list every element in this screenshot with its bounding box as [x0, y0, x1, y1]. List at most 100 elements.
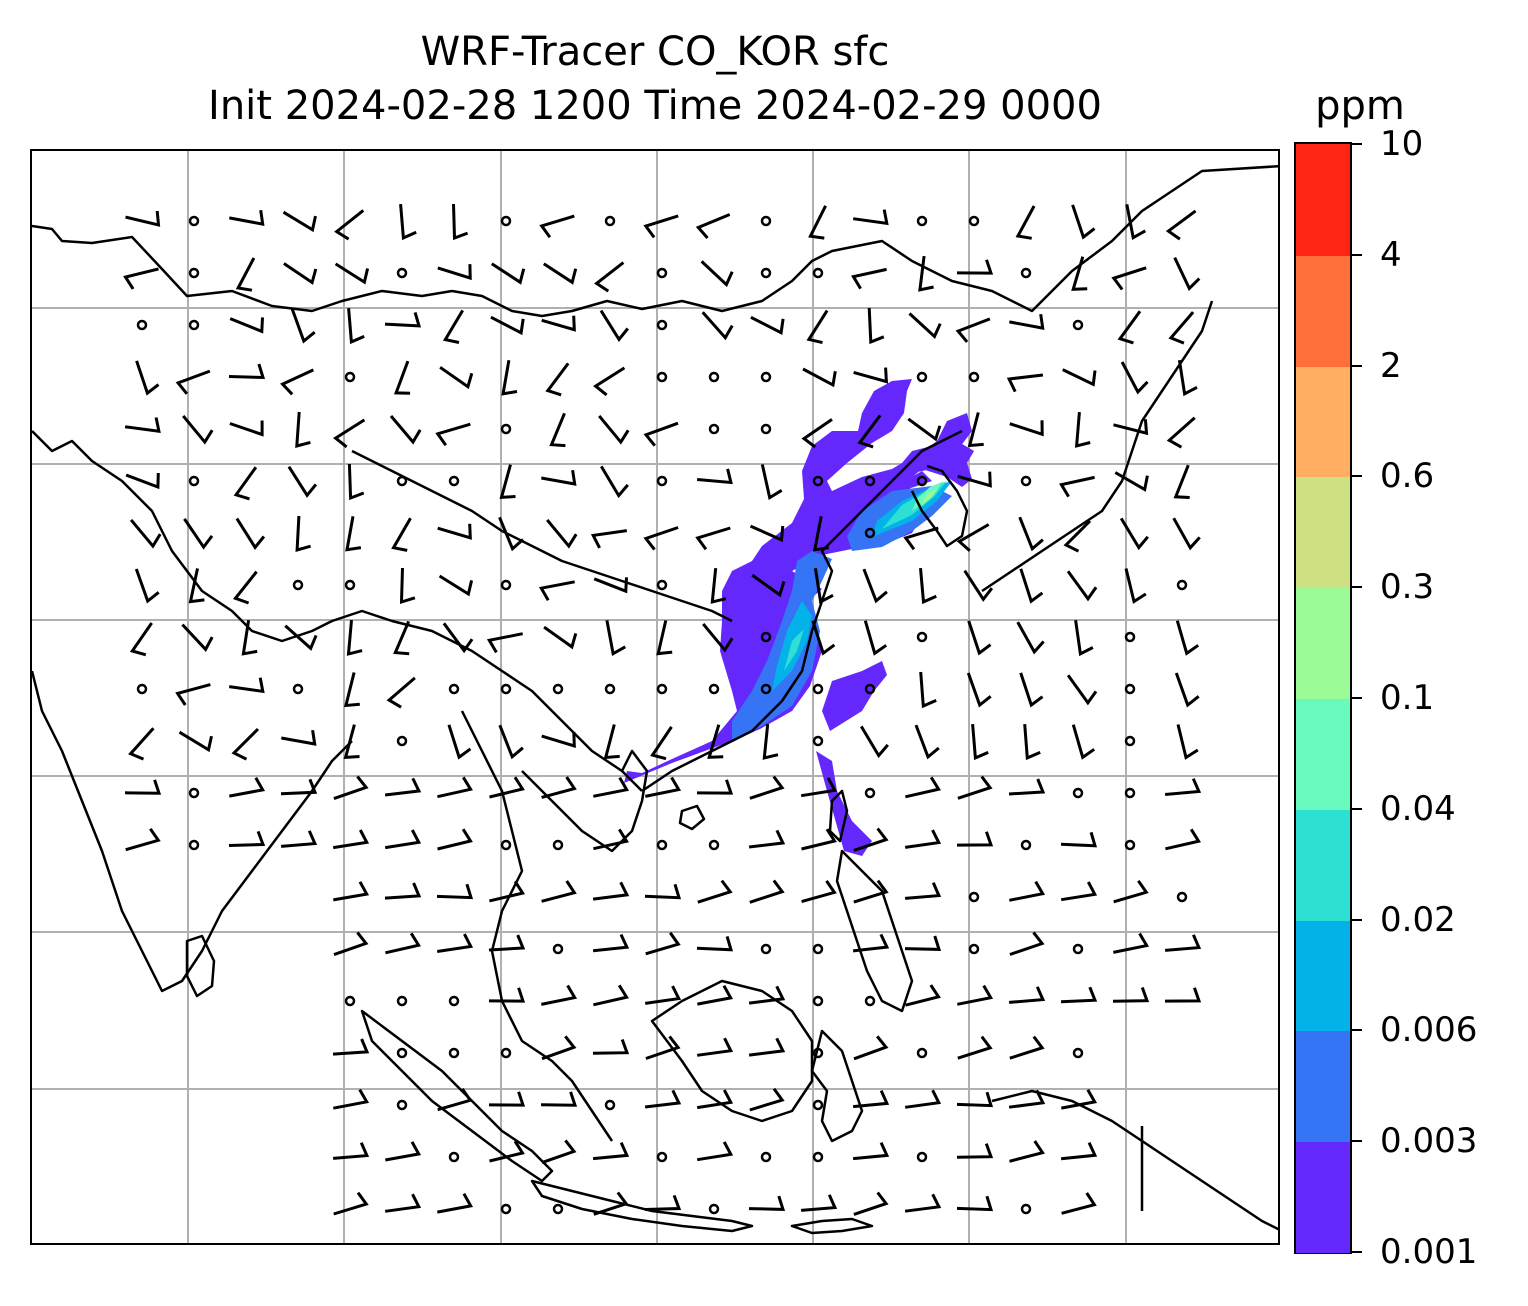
- wind-barb: [1060, 1141, 1098, 1161]
- calm-wind-marker: [968, 215, 980, 227]
- co-tracer-plume: [624, 379, 974, 856]
- calm-wind-marker: [864, 475, 876, 487]
- wind-barb: [1166, 416, 1196, 449]
- calm-wind-marker: [916, 371, 928, 383]
- wind-barb: [541, 776, 577, 799]
- wind-barb: [967, 620, 992, 656]
- wind-barb: [702, 622, 734, 653]
- wind-barb: [346, 619, 363, 656]
- colorbar-segment: [1296, 698, 1350, 810]
- wind-barb: [178, 730, 213, 753]
- calm-wind-marker: [344, 579, 356, 591]
- wind-barb: [813, 567, 834, 605]
- coastline-taiwan: [828, 789, 849, 843]
- wind-barb: [643, 421, 679, 447]
- calm-wind-marker: [708, 1203, 720, 1215]
- wind-barb: [696, 779, 734, 795]
- wind-barb: [1016, 621, 1045, 655]
- wind-barb: [1124, 568, 1147, 604]
- wind-barb: [643, 526, 679, 551]
- wind-barb: [384, 311, 422, 328]
- wind-barb: [175, 369, 211, 395]
- wind-barb: [696, 935, 734, 952]
- colorbar-tick: [1352, 697, 1362, 699]
- coastline-hainan: [678, 804, 706, 831]
- calm-wind-marker: [1072, 1047, 1084, 1059]
- calm-wind-marker: [292, 683, 304, 695]
- calm-wind-marker: [760, 423, 772, 435]
- chart-title-line1: WRF-Tracer CO_KOR sfc: [420, 29, 890, 75]
- wind-barb: [123, 267, 159, 290]
- wind-barb: [333, 881, 370, 902]
- wind-barb: [696, 1037, 734, 1057]
- wind-barb: [800, 777, 838, 798]
- wind-barb: [1113, 879, 1149, 904]
- calm-wind-marker: [708, 683, 720, 695]
- wind-barb: [1071, 724, 1096, 760]
- calm-wind-marker: [1072, 787, 1084, 799]
- wind-barb: [542, 262, 578, 285]
- wind-barb: [603, 724, 620, 760]
- plume-level-1: [822, 661, 887, 731]
- colorbar-segment: [1296, 808, 1350, 921]
- wind-barb: [332, 1142, 370, 1160]
- wind-barb: [437, 828, 473, 851]
- wind-barb: [1060, 831, 1098, 848]
- calm-wind-marker: [656, 839, 668, 851]
- calm-wind-marker: [604, 215, 616, 227]
- colorbar-tick-label: 4: [1380, 234, 1402, 275]
- wind-barb: [1071, 256, 1088, 291]
- wind-barb: [695, 526, 731, 551]
- wind-barb: [800, 1194, 838, 1212]
- wind-barb: [967, 412, 984, 448]
- wind-barb: [1114, 471, 1149, 492]
- wind-barb: [697, 984, 734, 1006]
- calm-wind-marker: [1124, 683, 1136, 695]
- wind-barb: [452, 203, 469, 241]
- wind-barb: [345, 516, 362, 552]
- colorbar-tick-label: 0.02: [1380, 899, 1456, 940]
- wind-barb: [135, 360, 160, 396]
- wind-barb: [1009, 931, 1045, 956]
- wind-barb: [599, 309, 629, 342]
- wind-barb: [489, 776, 525, 799]
- calm-wind-marker: [812, 475, 824, 487]
- wind-barb: [549, 412, 566, 448]
- wind-barb: [1060, 881, 1098, 902]
- colorbar-segment: [1296, 254, 1350, 367]
- colorbar-tick: [1352, 1029, 1362, 1032]
- calm-wind-marker: [500, 839, 512, 851]
- wind-barb: [393, 620, 411, 656]
- wind-barb: [295, 411, 311, 448]
- wind-barb: [811, 620, 836, 656]
- coastline-central-asia: [32, 430, 643, 792]
- wind-barb: [592, 1038, 630, 1055]
- colorbar-tick-label: 2: [1380, 345, 1402, 386]
- wind-barb: [1111, 266, 1147, 291]
- colorbar-tick-label: 0.3: [1380, 567, 1435, 608]
- wind-barb: [748, 1195, 786, 1211]
- wind-barb: [232, 570, 258, 605]
- wind-barb: [134, 568, 160, 604]
- colorbar-tick-label: 0.04: [1380, 788, 1456, 829]
- wind-barb: [498, 516, 524, 552]
- wind-barb: [436, 933, 474, 953]
- wind-barb: [1009, 313, 1045, 330]
- wind-barb: [867, 307, 885, 345]
- calm-wind-marker: [656, 267, 668, 279]
- wind-barb: [1177, 359, 1198, 397]
- wind-barb: [183, 518, 214, 550]
- calm-wind-marker: [916, 631, 928, 643]
- calm-wind-marker: [1124, 631, 1136, 643]
- wind-barb: [438, 574, 474, 597]
- wind-barb: [1176, 724, 1199, 760]
- wind-barb: [541, 731, 576, 748]
- wind-barb: [332, 1038, 370, 1056]
- coastline-japan: [981, 300, 1214, 593]
- wind-barb: [645, 1035, 681, 1060]
- wind-barb: [1113, 419, 1149, 436]
- wind-barb: [695, 213, 731, 239]
- wind-barb: [904, 882, 942, 900]
- wind-barb: [905, 984, 941, 1007]
- wind-barb: [1019, 568, 1044, 604]
